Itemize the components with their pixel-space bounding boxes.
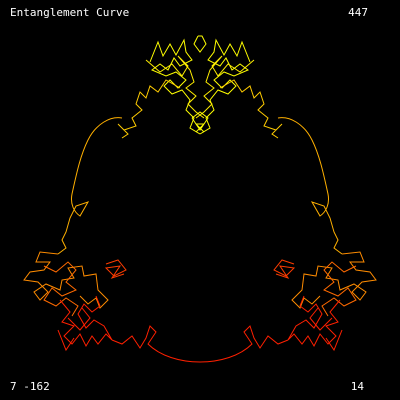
curve-segment-top-center: [191, 35, 209, 133]
curve-segment-top-right: [199, 38, 251, 135]
curve-segment-top-left: [149, 38, 201, 135]
curve-segment-left-knot: [104, 259, 127, 279]
top-cluster: [145, 35, 255, 135]
curve-segment-right-cluster: [291, 251, 377, 309]
curve-segment-top-left-2: [145, 55, 205, 119]
level-readout: 14: [350, 380, 364, 393]
curve-segment-right-arc: [277, 117, 343, 255]
coordinate-readout: 7 -162: [10, 380, 50, 393]
curve-segment-left-cluster: [23, 251, 109, 309]
left-arc: [23, 79, 181, 352]
curve-segment-bottom: [111, 325, 289, 363]
curve-segment-left-cluster-2: [43, 261, 79, 317]
bottom-arc: [111, 325, 289, 363]
curve-segment-left-lower: [57, 295, 113, 352]
curve-segment-right-knot: [273, 259, 296, 279]
iteration-count: 447: [348, 6, 368, 19]
app-title: Entanglement Curve: [10, 6, 130, 19]
curve-segment-right-upper: [219, 79, 283, 139]
curve-segment-top-right-2: [195, 55, 255, 119]
curve-segment-right-cluster-2: [321, 261, 357, 317]
curve-segment-left-upper: [117, 79, 181, 139]
right-arc: [219, 79, 377, 352]
curve-segment-left-arc: [57, 117, 123, 255]
curve-segment-right-lower: [287, 295, 343, 352]
